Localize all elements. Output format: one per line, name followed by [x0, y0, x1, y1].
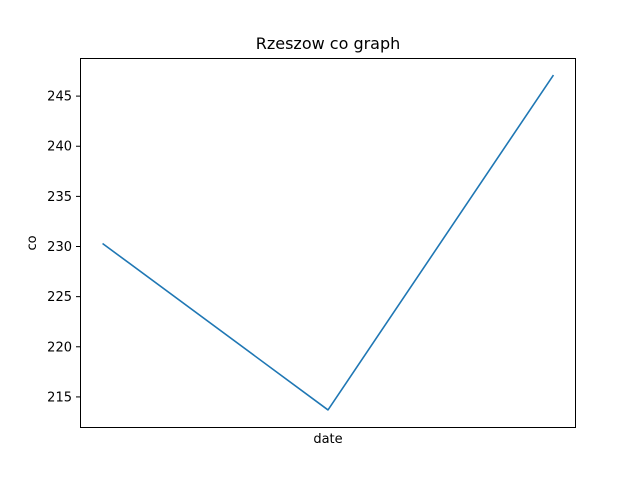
y-tick-label: 245 — [47, 90, 72, 105]
y-axis-label: co — [25, 235, 40, 250]
y-tick-label: 230 — [47, 240, 72, 255]
series-layer — [102, 74, 555, 411]
x-axis-label: date — [313, 432, 342, 447]
plot-area — [80, 58, 576, 428]
y-tick-label: 240 — [47, 140, 72, 155]
y-tick-label: 225 — [47, 290, 72, 305]
chart-title: Rzeszow co graph — [256, 34, 401, 53]
series-line — [102, 74, 555, 411]
y-tick-label: 215 — [47, 390, 72, 405]
axes-frame — [80, 58, 576, 428]
y-tick-label: 235 — [47, 190, 72, 205]
y-axis-ticks: 215 220 225 230 235 240 245 — [47, 90, 80, 405]
y-tick-label: 220 — [47, 340, 72, 355]
